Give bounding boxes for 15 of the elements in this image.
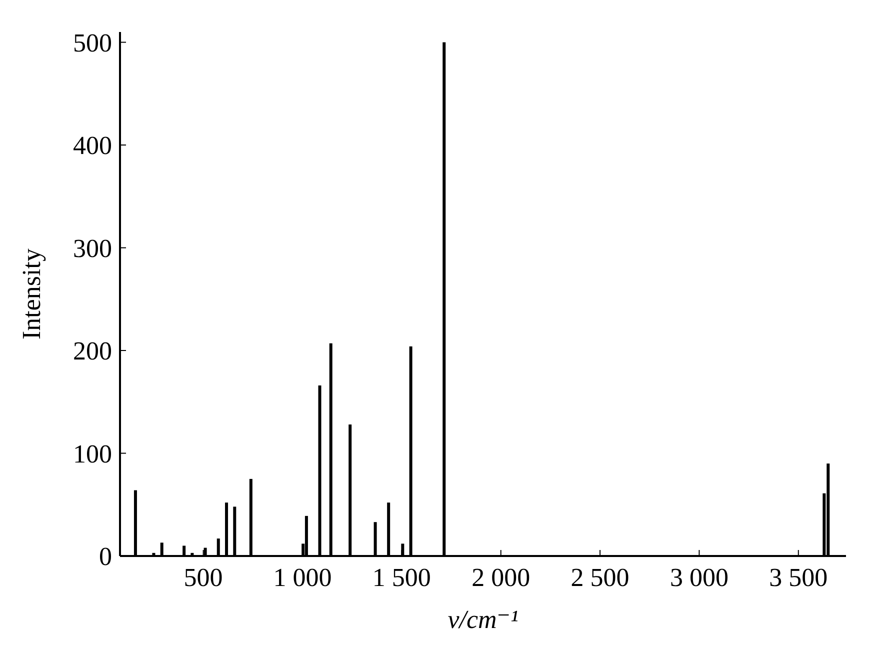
x-tick-label: 2 000 [472, 563, 530, 592]
y-axis-title: Intensity [17, 248, 46, 340]
y-tick-label: 500 [73, 28, 112, 58]
y-tick-label: 400 [73, 131, 112, 160]
x-axis-title: ν/cm⁻¹ [448, 605, 518, 634]
x-tick-label: 3 500 [769, 563, 828, 592]
x-tick-label: 500 [184, 563, 223, 592]
x-tick-label: 1 000 [273, 563, 332, 592]
y-tick-label: 200 [73, 336, 112, 366]
y-tick-label: 100 [73, 439, 112, 468]
x-tick-label: 1 500 [372, 563, 431, 592]
x-tick-label: 3 000 [670, 563, 728, 592]
x-tick-label: 2 500 [570, 563, 630, 592]
y-tick-label: 300 [73, 234, 112, 263]
y-tick-label: 0 [99, 542, 112, 571]
